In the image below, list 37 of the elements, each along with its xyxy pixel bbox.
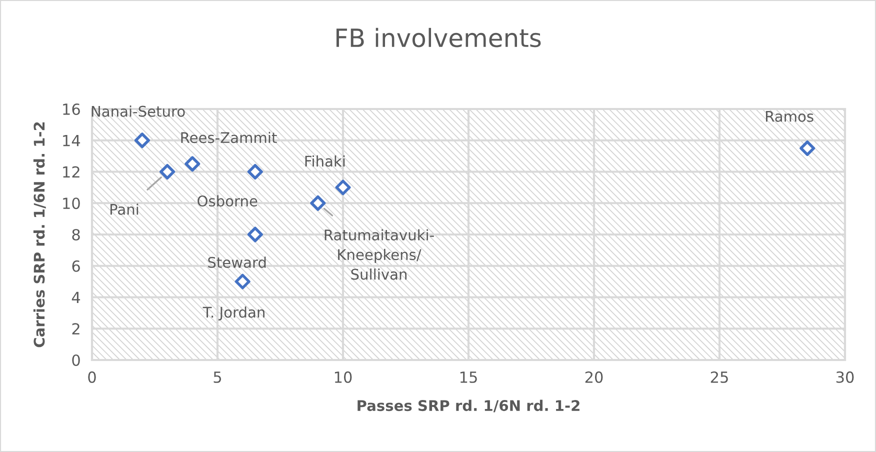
x-tick-label: 20 [585,371,603,383]
x-tick-label: 10 [334,371,352,383]
y-tick-label: 14 [63,135,80,146]
point [134,132,150,148]
point [800,140,816,156]
y-tick-label: 8 [72,228,80,241]
annotation: Pani [110,204,138,215]
x-tick-label: 15 [460,372,477,383]
annotation: Osborne [198,195,258,207]
point [335,180,351,196]
point [247,226,263,242]
annotation: Ratumaitavuki- Kneepkens/ Sullivan [324,229,434,280]
annotation: T. Jordan [202,306,264,320]
y-tick-label: 0 [72,354,80,366]
y-tick-label: 12 [63,166,80,178]
annotation: Rees-Zammit [181,132,277,144]
chart-title: FB involvements [336,28,541,48]
point [310,195,326,211]
y-tick-label: 2 [72,323,80,334]
point [184,156,200,172]
annotation: Nanai-Seturo [92,106,185,117]
annotation: Ramos [766,111,814,122]
point [160,164,176,180]
y-tick-label: 4 [72,292,80,304]
y-tick-label: 6 [72,260,80,272]
x-tick-label: 5 [214,372,222,383]
x-axis-title: Passes SRP rd. 1/6N rd. 1-2 [358,400,580,412]
annotation: Steward [208,256,266,268]
x-tick-label: 30 [836,371,854,383]
y-axis-title: Carries SRP rd. 1/6N rd. 1-2 [33,122,46,348]
point [234,274,250,290]
x-tick-label: 0 [88,371,96,383]
point [247,164,263,180]
y-tick-label: 16 [63,103,80,116]
x-tick-label: 25 [710,371,728,383]
y-tick-label: 10 [63,198,80,210]
annotation: Fihaki [305,155,345,167]
